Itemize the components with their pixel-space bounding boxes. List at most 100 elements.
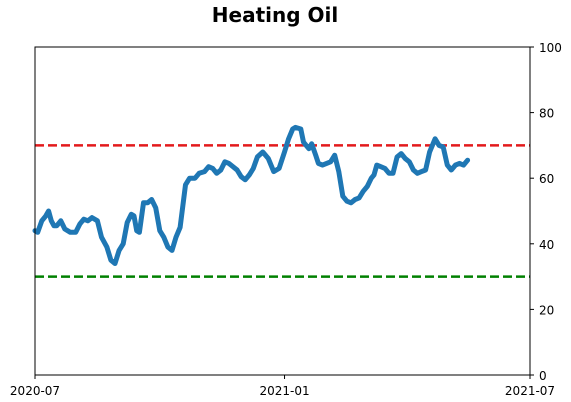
data-point: [303, 141, 304, 143]
data-point: [366, 185, 368, 187]
data-point: [53, 225, 55, 227]
x-axis: 2020-07 2021-01 2021-07: [10, 375, 555, 398]
data-point: [354, 199, 356, 200]
data-point: [362, 190, 364, 192]
data-point: [373, 174, 375, 176]
data-point: [232, 166, 234, 168]
data-point: [396, 156, 398, 158]
data-point: [388, 172, 390, 174]
data-point: [151, 199, 153, 200]
data-point: [118, 249, 120, 251]
data-point: [467, 159, 469, 161]
y-tick-label: 80: [539, 107, 554, 121]
data-point: [252, 167, 254, 169]
series-line: [32, 124, 471, 266]
data-point: [133, 215, 135, 217]
data-point: [50, 220, 52, 222]
data-point: [106, 246, 108, 248]
data-point: [37, 231, 39, 233]
data-point: [167, 246, 169, 248]
data-point: [380, 166, 382, 168]
data-point: [126, 222, 128, 223]
y-tick-label: 20: [539, 303, 554, 317]
series-layer: [32, 124, 471, 266]
data-point: [376, 164, 378, 166]
chart-title: Heating Oil: [212, 3, 338, 27]
y-tick-label: 100: [539, 41, 562, 55]
data-point: [138, 231, 140, 233]
data-point: [311, 143, 313, 145]
data-point: [330, 161, 332, 163]
data-point: [155, 207, 157, 209]
data-point: [412, 169, 414, 171]
data-point: [130, 213, 132, 215]
data-point: [64, 228, 66, 230]
data-point: [189, 177, 191, 179]
data-point: [421, 171, 422, 173]
data-point: [60, 220, 62, 222]
data-point: [358, 197, 360, 199]
y-tick-label: 40: [539, 238, 554, 252]
data-point: [256, 156, 258, 158]
data-point: [262, 151, 264, 153]
data-point: [459, 162, 460, 164]
data-point: [350, 202, 352, 204]
data-point: [216, 172, 218, 174]
data-point: [198, 172, 200, 174]
data-point: [278, 167, 280, 169]
data-point: [442, 146, 444, 148]
data-point: [338, 171, 340, 173]
data-point: [96, 220, 98, 222]
data-point: [317, 162, 319, 164]
data-point: [438, 144, 440, 146]
data-point: [224, 161, 226, 163]
data-point: [69, 231, 71, 233]
data-point: [179, 226, 181, 228]
data-point: [75, 231, 77, 233]
data-point: [228, 162, 230, 164]
data-point: [136, 230, 138, 232]
data-point: [429, 151, 431, 153]
x-tick-label: 2020-07: [10, 384, 60, 398]
data-point: [416, 172, 418, 174]
data-point: [450, 169, 452, 171]
data-point: [122, 243, 124, 245]
reference-lines: [35, 144, 530, 278]
data-point: [236, 169, 238, 171]
data-point: [305, 144, 307, 146]
data-point: [384, 167, 386, 169]
data-point: [294, 126, 296, 128]
data-point: [48, 210, 50, 212]
data-point: [326, 162, 328, 164]
data-point: [342, 195, 344, 197]
data-point: [163, 236, 165, 238]
data-point: [273, 171, 275, 173]
data-point: [143, 202, 144, 204]
data-point: [208, 166, 210, 168]
data-point: [267, 158, 269, 159]
data-point: [288, 138, 290, 140]
data-point: [300, 128, 302, 130]
data-point: [56, 225, 58, 227]
x-tick-label: 2021-01: [259, 384, 309, 398]
data-point: [400, 153, 402, 155]
data-point: [315, 154, 317, 156]
data-point: [244, 179, 246, 181]
data-point: [91, 217, 93, 219]
data-point: [408, 161, 410, 163]
y-tick-label: 60: [539, 172, 554, 186]
data-point: [240, 176, 242, 178]
data-point: [454, 164, 456, 166]
data-point: [171, 249, 173, 251]
data-point: [159, 230, 161, 232]
data-point: [308, 148, 310, 150]
data-point: [114, 263, 116, 264]
data-point: [370, 177, 372, 179]
data-point: [45, 215, 47, 217]
data-point: [463, 164, 464, 166]
data-point: [87, 220, 89, 222]
x-tick-label: 2021-07: [505, 384, 555, 398]
data-point: [83, 218, 85, 220]
data-point: [404, 158, 406, 159]
data-point: [284, 151, 285, 153]
